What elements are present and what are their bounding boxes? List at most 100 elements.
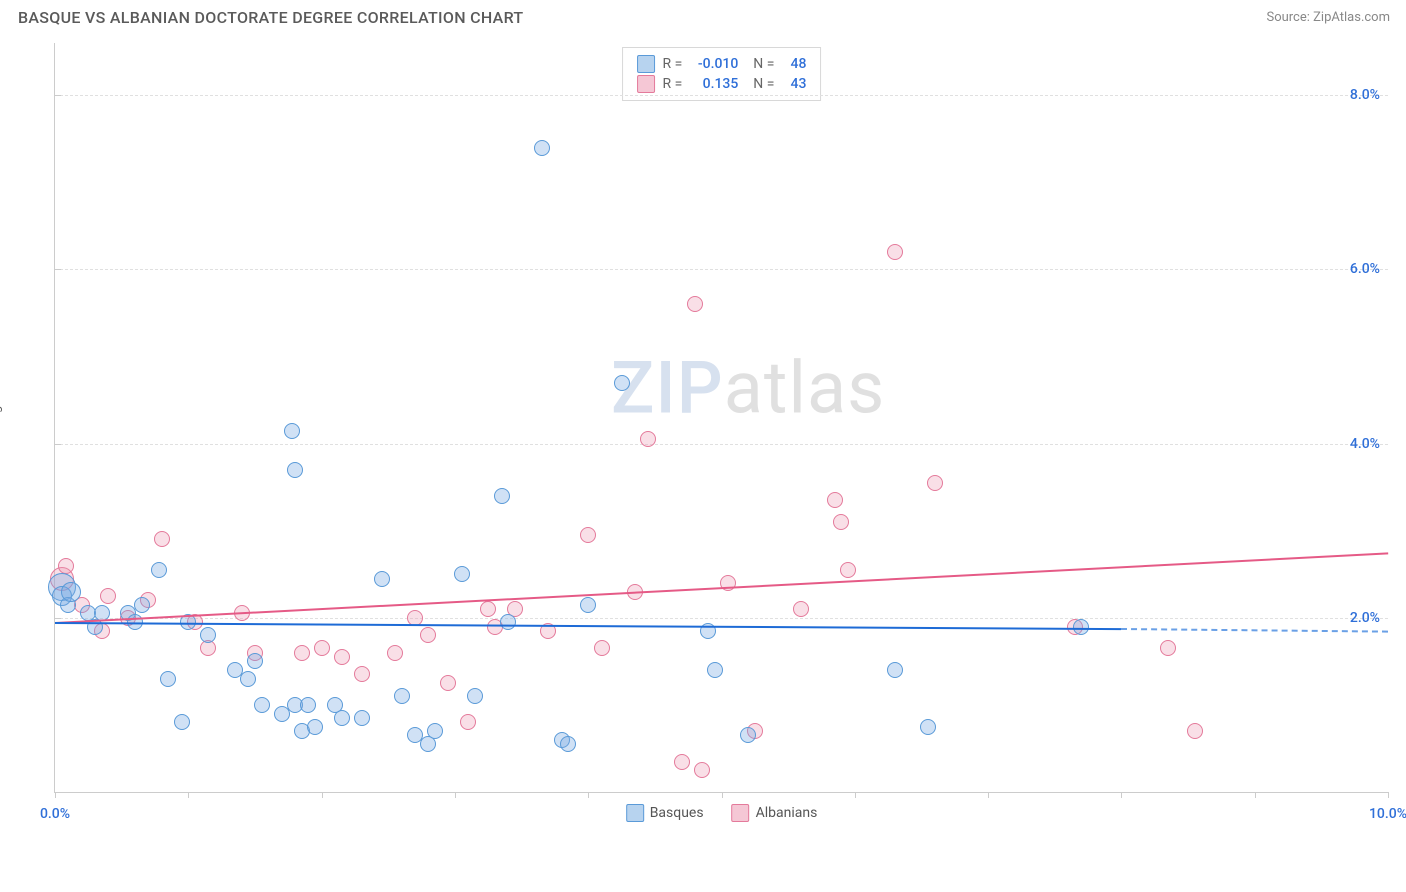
- swatch-albanians: [732, 804, 750, 822]
- x-tick: [322, 792, 323, 798]
- scatter-point-basques: [427, 723, 443, 739]
- scatter-point-basques: [200, 627, 216, 643]
- x-axis-label: 0.0%: [40, 806, 70, 822]
- scatter-point-basques: [307, 719, 323, 735]
- scatter-point-albanians: [420, 627, 436, 643]
- scatter-point-albanians: [927, 475, 943, 491]
- watermark-zip: ZIP: [611, 345, 724, 430]
- scatter-point-basques: [707, 662, 723, 678]
- y-axis-label: 6.0%: [1350, 261, 1380, 277]
- scatter-point-basques: [494, 488, 510, 504]
- scatter-point-albanians: [674, 754, 690, 770]
- scatter-point-basques: [151, 562, 167, 578]
- stat-r-basques: -0.010: [690, 56, 738, 72]
- scatter-point-albanians: [58, 558, 74, 574]
- scatter-point-albanians: [827, 492, 843, 508]
- scatter-point-albanians: [833, 514, 849, 530]
- y-tick: [55, 269, 61, 270]
- stat-n-label: N =: [746, 76, 774, 92]
- scatter-point-basques: [334, 710, 350, 726]
- x-tick: [1388, 792, 1389, 798]
- stat-row-albanians: R = 0.135 N = 43: [637, 74, 807, 94]
- swatch-albanians: [637, 75, 655, 93]
- scatter-point-basques: [560, 736, 576, 752]
- scatter-point-basques: [887, 662, 903, 678]
- scatter-point-albanians: [354, 666, 370, 682]
- scatter-point-albanians: [594, 640, 610, 656]
- scatter-point-basques: [174, 714, 190, 730]
- scatter-point-basques: [580, 597, 596, 613]
- scatter-point-basques: [247, 653, 263, 669]
- trendline: [55, 622, 1121, 630]
- scatter-point-albanians: [480, 601, 496, 617]
- scatter-point-basques: [614, 375, 630, 391]
- gridline: [55, 269, 1388, 270]
- scatter-point-basques: [284, 423, 300, 439]
- scatter-point-basques: [500, 614, 516, 630]
- scatter-point-basques: [61, 582, 81, 602]
- stat-row-basques: R = -0.010 N = 48: [637, 54, 807, 74]
- scatter-point-albanians: [840, 562, 856, 578]
- trendline: [55, 552, 1388, 624]
- stat-r-albanians: 0.135: [690, 76, 738, 92]
- scatter-point-basques: [467, 688, 483, 704]
- legend-label-albanians: Albanians: [756, 805, 818, 821]
- chart-title: BASQUE VS ALBANIAN DOCTORATE DEGREE CORR…: [18, 8, 523, 27]
- x-tick: [55, 792, 56, 798]
- series-legend: Basques Albanians: [626, 804, 818, 822]
- y-axis-label: 2.0%: [1350, 610, 1380, 626]
- scatter-point-albanians: [640, 431, 656, 447]
- scatter-point-albanians: [793, 601, 809, 617]
- x-tick: [988, 792, 989, 798]
- scatter-point-albanians: [694, 762, 710, 778]
- y-tick: [55, 444, 61, 445]
- gridline: [55, 95, 1388, 96]
- scatter-point-albanians: [100, 588, 116, 604]
- x-tick: [1121, 792, 1122, 798]
- stat-n-basques: 48: [782, 56, 806, 72]
- y-axis-label: 8.0%: [1350, 87, 1380, 103]
- scatter-point-albanians: [460, 714, 476, 730]
- x-tick: [722, 792, 723, 798]
- plot-area: ZIPatlas R = -0.010 N = 48 R = 0.135 N =…: [54, 43, 1388, 793]
- scatter-point-basques: [920, 719, 936, 735]
- scatter-point-basques: [454, 566, 470, 582]
- stat-n-albanians: 43: [782, 76, 806, 92]
- trendline: [1121, 628, 1388, 633]
- y-axis-label: 4.0%: [1350, 436, 1380, 452]
- scatter-point-basques: [1073, 619, 1089, 635]
- scatter-point-albanians: [334, 649, 350, 665]
- y-tick: [55, 618, 61, 619]
- chart-container: Doctorate Degree ZIPatlas R = -0.010 N =…: [18, 33, 1388, 843]
- scatter-point-basques: [374, 571, 390, 587]
- scatter-point-albanians: [1187, 723, 1203, 739]
- x-tick: [855, 792, 856, 798]
- scatter-point-albanians: [387, 645, 403, 661]
- x-tick: [188, 792, 189, 798]
- scatter-point-basques: [534, 140, 550, 156]
- scatter-point-albanians: [887, 244, 903, 260]
- watermark-atlas: atlas: [724, 345, 886, 430]
- stat-r-label: R =: [663, 76, 683, 92]
- scatter-point-basques: [394, 688, 410, 704]
- scatter-point-albanians: [314, 640, 330, 656]
- scatter-point-albanians: [687, 296, 703, 312]
- scatter-point-basques: [354, 710, 370, 726]
- swatch-basques: [637, 55, 655, 73]
- scatter-point-albanians: [440, 675, 456, 691]
- gridline: [55, 444, 1388, 445]
- x-axis-label: 10.0%: [1369, 806, 1406, 822]
- scatter-point-basques: [134, 597, 150, 613]
- scatter-point-basques: [240, 671, 256, 687]
- scatter-point-basques: [287, 462, 303, 478]
- scatter-point-albanians: [580, 527, 596, 543]
- swatch-basques: [626, 804, 644, 822]
- x-tick: [588, 792, 589, 798]
- watermark: ZIPatlas: [611, 345, 885, 430]
- x-tick: [1255, 792, 1256, 798]
- legend-label-basques: Basques: [650, 805, 704, 821]
- scatter-point-basques: [740, 727, 756, 743]
- y-axis-title: Doctorate Degree: [0, 388, 4, 489]
- scatter-point-basques: [300, 697, 316, 713]
- chart-source: Source: ZipAtlas.com: [1266, 10, 1390, 25]
